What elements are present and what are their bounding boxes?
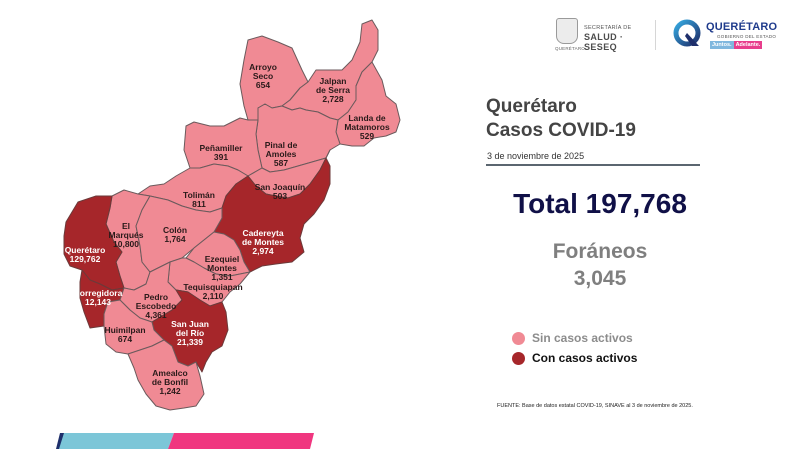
svg-text:21,339: 21,339 <box>177 337 203 347</box>
svg-text:Tequisquiapan: Tequisquiapan <box>183 282 242 292</box>
svg-text:1,764: 1,764 <box>164 234 186 244</box>
muni-amealco-de-bonfil <box>127 339 205 411</box>
svg-text:Pedro: Pedro <box>144 292 168 302</box>
source-note: FUENTE: Base de datos estatal COVID-19, … <box>497 403 693 409</box>
svg-text:Ezequiel: Ezequiel <box>205 254 239 264</box>
svg-text:del Río: del Río <box>176 328 204 338</box>
svg-text:503: 503 <box>273 191 287 201</box>
svg-text:Amealco: Amealco <box>152 368 187 378</box>
foraneos-value: 3,045 <box>573 267 627 290</box>
muni-san-juan-del-rio[interactable] <box>151 289 229 373</box>
svg-text:529: 529 <box>360 131 374 141</box>
queretaro-covid-map: Arroyo Seco 654 Jalpan de Serra 2,728 La… <box>63 19 401 411</box>
svg-text:Amoles: Amoles <box>266 149 297 159</box>
muni-landa-de-matamoros <box>335 61 401 147</box>
svg-text:Querétaro: Querétaro <box>65 245 106 255</box>
svg-text:de Bonfil: de Bonfil <box>152 377 188 387</box>
svg-text:de Montes: de Montes <box>242 237 284 247</box>
svg-text:811: 811 <box>192 199 206 209</box>
legend-item-sin-casos: Sin casos activos <box>512 331 633 345</box>
logo-divider <box>655 20 656 50</box>
shield-caption: QUERÉTARO <box>555 46 585 51</box>
legend-label-con: Con casos activos <box>532 351 638 365</box>
muni-queretaro[interactable] <box>63 195 125 291</box>
svg-text:587: 587 <box>274 158 288 168</box>
svg-text:Tolimán: Tolimán <box>183 190 215 200</box>
svg-text:San Juan: San Juan <box>171 319 209 329</box>
svg-text:Seco: Seco <box>253 71 273 81</box>
page-title-state: Querétaro <box>486 96 577 117</box>
foraneos-label: Foráneos <box>552 240 648 263</box>
svg-text:1,242: 1,242 <box>159 386 181 396</box>
svg-text:El: El <box>122 221 130 231</box>
svg-text:Escobedo: Escobedo <box>136 301 177 311</box>
qro-logo-title: QUERÉTARO <box>706 21 778 33</box>
qro-logo-slogan: Juntos. Adelante. <box>710 41 763 49</box>
svg-text:Matamoros: Matamoros <box>344 122 390 132</box>
svg-text:Pinal de: Pinal de <box>265 140 298 150</box>
legend-label-sin: Sin casos activos <box>532 331 633 345</box>
svg-text:2,974: 2,974 <box>252 246 274 256</box>
svg-text:Corregidora: Corregidora <box>74 288 123 298</box>
report-date: 3 de noviembre de 2025 <box>487 151 585 161</box>
secretaria-salud-logo: QUERÉTARO SECRETARÍA DE SALUD · SESEQ <box>555 18 652 52</box>
page-title-casos: Casos COVID-19 <box>486 120 636 141</box>
svg-text:391: 391 <box>214 152 228 162</box>
legend-dot-dark-icon <box>512 351 525 365</box>
state-shield-icon <box>556 18 578 44</box>
svg-text:12,143: 12,143 <box>85 297 111 307</box>
qro-logo-subtitle: GOBIERNO DEL ESTADO <box>717 34 777 39</box>
q-logo-icon <box>673 19 701 47</box>
svg-text:de Serra: de Serra <box>316 85 350 95</box>
svg-text:10,800: 10,800 <box>113 239 139 249</box>
svg-text:4,361: 4,361 <box>145 310 167 320</box>
svg-text:Landa de: Landa de <box>348 113 386 123</box>
svg-text:Jalpan: Jalpan <box>320 76 347 86</box>
slogan-adelante: Adelante. <box>733 41 763 49</box>
svg-text:2,728: 2,728 <box>322 94 344 104</box>
svg-text:Montes: Montes <box>207 263 237 273</box>
svg-text:Cadereyta: Cadereyta <box>242 228 283 238</box>
legend-dot-light-icon <box>512 331 525 345</box>
slogan-juntos: Juntos. <box>710 41 734 49</box>
svg-text:Arroyo: Arroyo <box>249 62 277 72</box>
total-cases: Total 197,768 <box>513 188 687 219</box>
svg-text:Peñamiller: Peñamiller <box>200 143 244 153</box>
svg-text:Colón: Colón <box>163 225 187 235</box>
svg-text:2,110: 2,110 <box>203 291 224 301</box>
legend-item-con-casos: Con casos activos <box>512 351 637 365</box>
title-divider <box>486 164 700 166</box>
svg-text:129,762: 129,762 <box>70 254 101 264</box>
svg-text:654: 654 <box>256 80 270 90</box>
svg-text:674: 674 <box>118 334 132 344</box>
queretaro-gobierno-logo: QUERÉTARO GOBIERNO DEL ESTADO Juntos. Ad… <box>673 18 791 54</box>
svg-text:Huimilpan: Huimilpan <box>104 325 145 335</box>
svg-text:Marqués: Marqués <box>109 230 144 240</box>
decorative-bottom-bar <box>56 433 314 449</box>
svg-text:San Joaquín: San Joaquín <box>255 182 306 192</box>
salud-logo-line1: SECRETARÍA DE <box>584 25 632 31</box>
svg-text:1,351: 1,351 <box>211 272 233 282</box>
map-labels: Arroyo Seco 654 Jalpan de Serra 2,728 La… <box>65 62 390 396</box>
salud-logo-line2: SALUD · SESEQ <box>584 32 624 52</box>
